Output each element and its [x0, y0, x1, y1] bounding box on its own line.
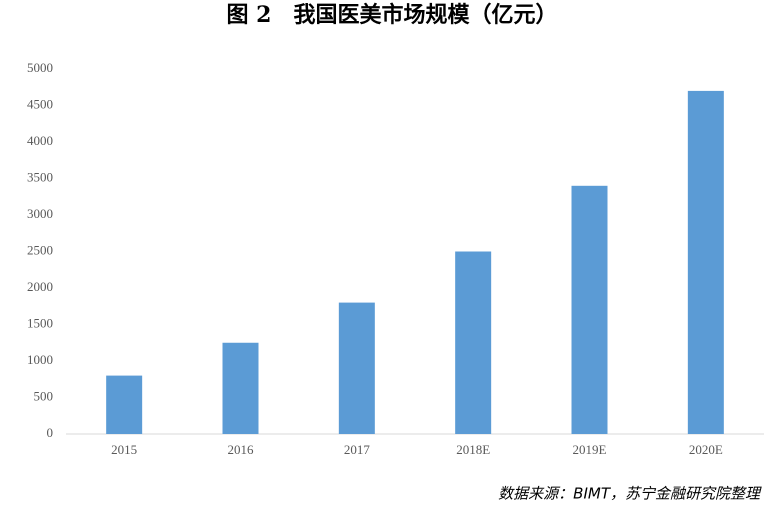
y-tick-label: 4500 [27, 96, 53, 111]
chart-title: 图 2 我国医美市场规模（亿元） [227, 2, 558, 28]
y-tick-label: 1000 [27, 352, 53, 367]
y-tick-label: 1500 [27, 315, 53, 330]
x-tick-label: 2018E [456, 442, 490, 457]
y-tick-label: 3500 [27, 169, 53, 184]
bar [106, 375, 143, 434]
bar [338, 302, 375, 434]
bar [222, 342, 259, 434]
x-tick-label: 2019E [573, 442, 607, 457]
y-tick-label: 2500 [27, 242, 53, 257]
bar [571, 185, 608, 434]
x-tick-label: 2016 [228, 442, 255, 457]
x-tick-label: 2015 [111, 442, 137, 457]
y-tick-label: 4000 [27, 133, 53, 148]
y-tick-label: 0 [47, 425, 54, 440]
y-tick-label: 2000 [27, 279, 53, 294]
y-tick-label: 500 [34, 388, 54, 403]
x-tick-label: 2017 [344, 442, 371, 457]
y-tick-label: 3000 [27, 206, 53, 221]
bar [687, 90, 724, 435]
x-tick-label: 2020E [689, 442, 723, 457]
source-note: 数据来源：BIMT，苏宁金融研究院整理 [498, 485, 762, 503]
y-tick-label: 5000 [27, 60, 53, 75]
bar [455, 251, 492, 434]
